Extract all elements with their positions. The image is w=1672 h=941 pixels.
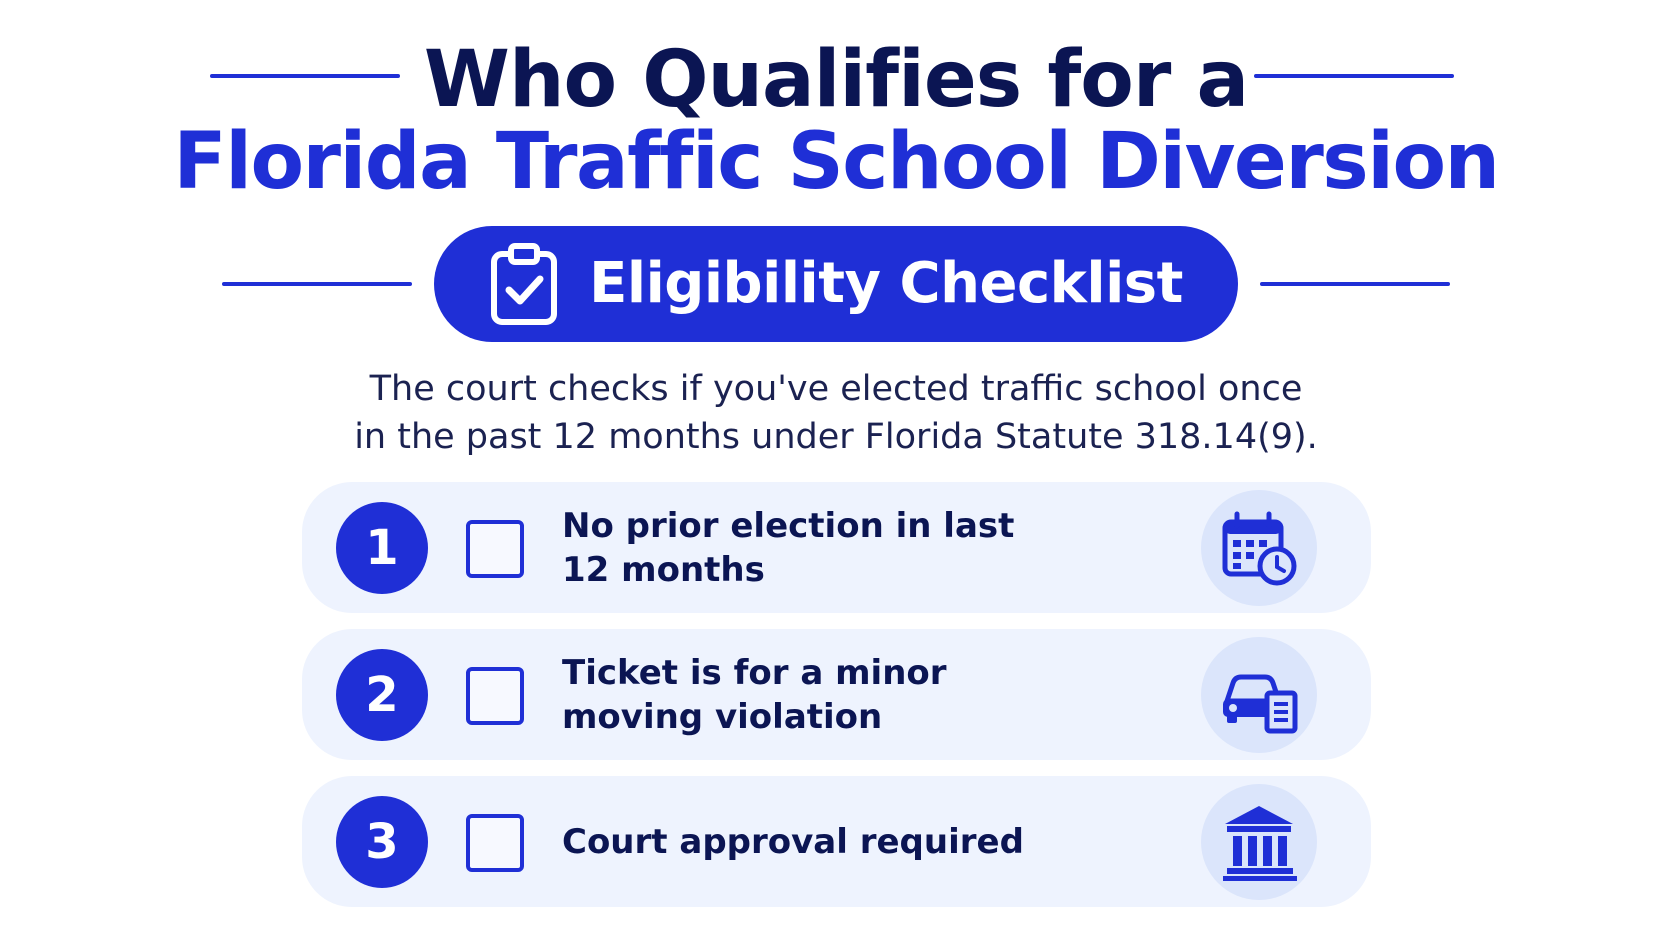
badge-rule-right [1260,282,1450,286]
checklist-item: 1 No prior election in last 12 months [302,482,1371,613]
checklist-checkbox[interactable] [466,814,524,872]
checklist-item-label: Ticket is for a minor moving violation [562,629,947,760]
intro-text-line-2: in the past 12 months under Florida Stat… [354,417,1318,457]
checklist-item-label-line-1: No prior election in last [562,505,1015,546]
intro-text-line-1: The court checks if you've elected traff… [369,369,1303,409]
eligibility-checklist: 1 No prior election in last 12 months [302,482,1371,923]
checklist-checkbox[interactable] [466,667,524,725]
checklist-item-label-line-1: Ticket is for a minor [562,652,947,693]
eligibility-checklist-label: Eligibility Checklist [589,251,1183,316]
car-document-icon [1201,637,1317,753]
checklist-item-label: No prior election in last 12 months [562,482,1014,613]
step-number-badge: 1 [336,502,428,594]
badge-rule-left [222,282,412,286]
step-number-badge: 2 [336,649,428,741]
page-title-line-2: Florida Traffic School Diversion [173,117,1500,207]
checklist-item-label-line-1: Court approval required [562,821,1024,862]
eligibility-checklist-badge: Eligibility Checklist [434,226,1238,342]
title-rule-left-top [210,74,400,78]
title-rule-right-top [1254,74,1454,78]
checklist-item: 3 Court approval required [302,776,1371,907]
courthouse-icon [1201,784,1317,900]
checklist-item: 2 Ticket is for a minor moving violation [302,629,1371,760]
checklist-checkbox[interactable] [466,520,524,578]
checklist-item-label-line-2: moving violation [562,696,883,737]
clipboard-check-icon [491,243,558,325]
calendar-clock-icon [1201,490,1317,606]
page-title-line-1: Who Qualifies for a [423,35,1249,125]
checklist-item-label-line-2: 12 months [562,549,765,590]
checklist-item-label: Court approval required [562,776,1024,907]
step-number-badge: 3 [336,796,428,888]
